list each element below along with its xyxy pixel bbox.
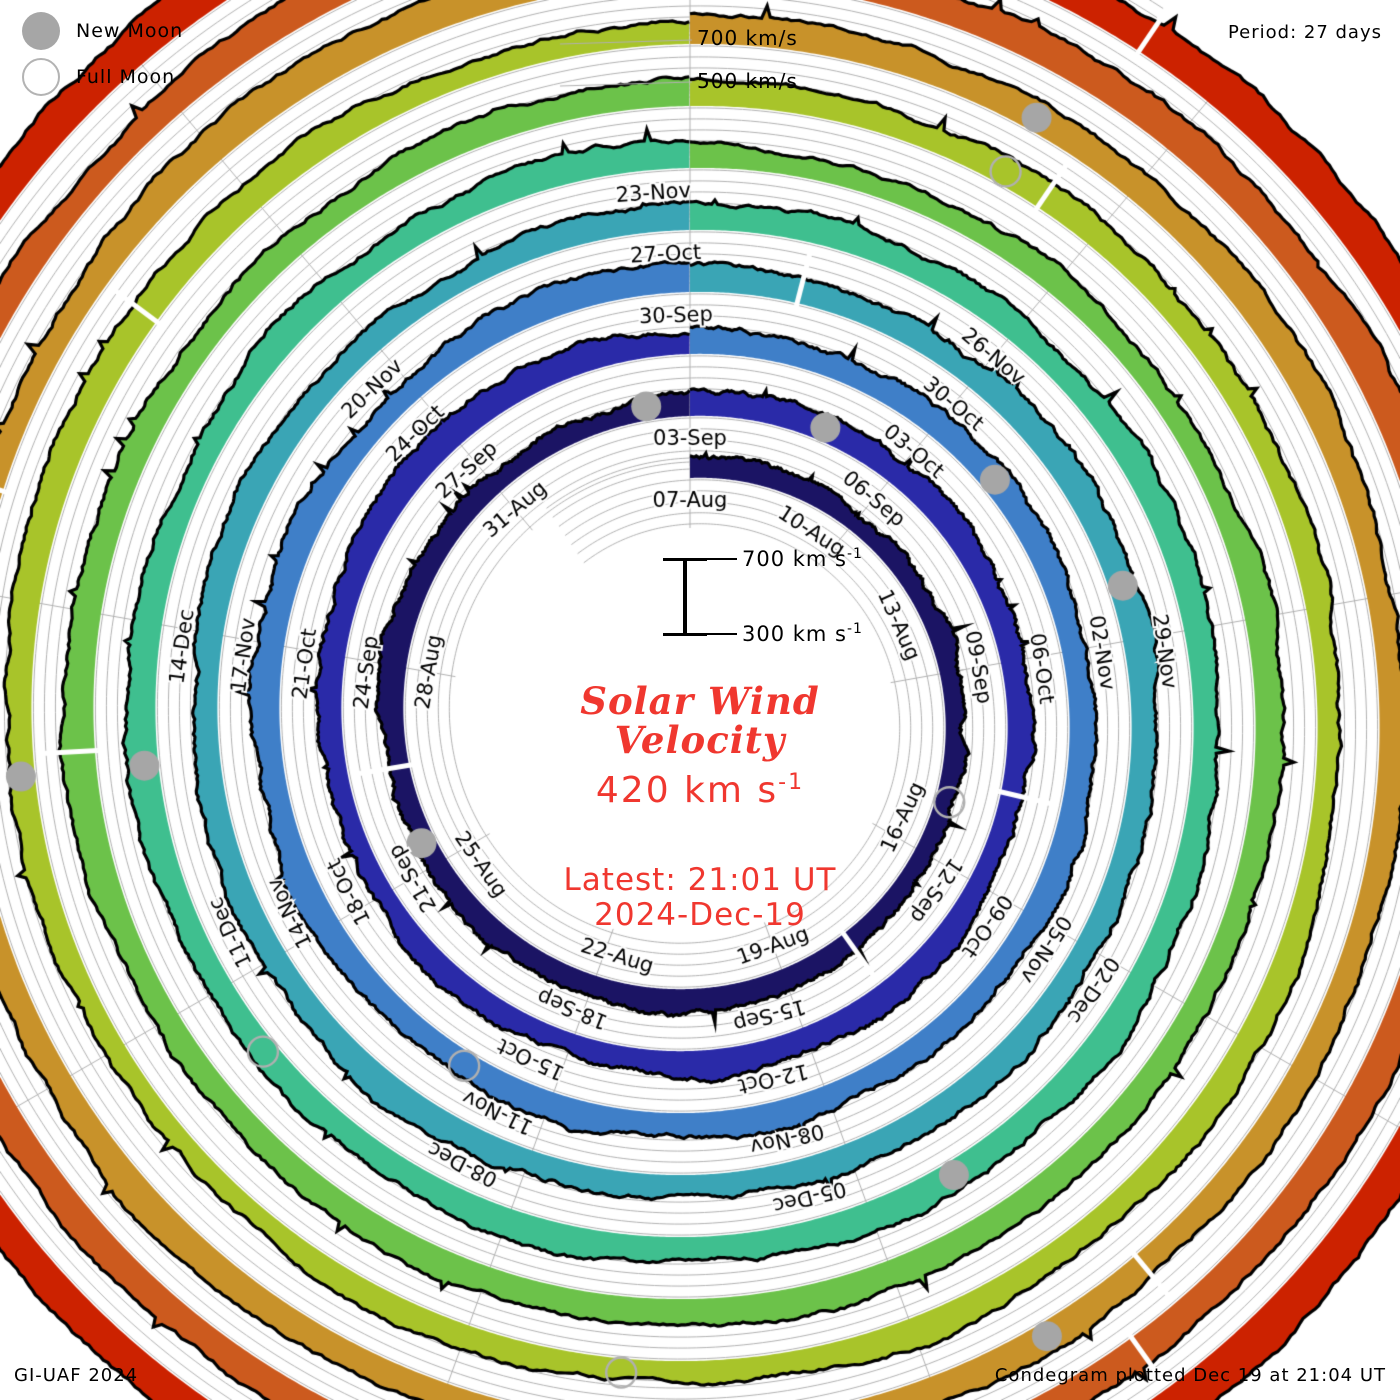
scale-bar-label-top-text: 700 km s [742,547,847,571]
scale-bar-cap-top [663,558,707,561]
new-moon-icon [22,12,60,50]
center-readout: 700 km s-1 300 km s-1 Solar Wind Velocit… [420,546,980,934]
legend-item-new-moon: New Moon [22,8,183,54]
scale-bar-cap-bottom [663,633,707,636]
scale-bar-label-top: 700 km s-1 [742,546,863,571]
latest-date: 2024-Dec-19 [594,897,806,934]
credit-left: GI-UAF 2024 [14,1365,139,1386]
scale-bar-label-bottom-exp: -1 [847,621,863,637]
scale-bar-label-bottom-text: 300 km s [742,622,847,646]
latest-time: Latest: 21:01 UT [563,861,837,898]
legend-label-new-moon: New Moon [76,20,184,42]
current-velocity-exp: -1 [778,769,805,795]
legend-label-full-moon: Full Moon [76,66,176,88]
moon-phase-legend: New Moon Full Moon [22,8,183,100]
scale-bar-label-top-exp: -1 [847,546,863,562]
legend-item-full-moon: Full Moon [22,54,183,100]
plot-title-line1: Solar Wind [580,679,820,723]
velocity-scale-bar: 700 km s-1 300 km s-1 [420,546,980,648]
scale-bar-line [683,560,687,636]
latest-timestamp: Latest: 21:01 UT 2024-Dec-19 [420,861,980,934]
scale-bar-label-bottom: 300 km s-1 [742,621,863,646]
full-moon-icon [22,58,60,96]
credit-right: Condegram plotted Dec 19 at 21:04 UT [994,1365,1386,1386]
scale-bar-tick-bottom [705,633,737,635]
current-velocity-value: 420 km s-1 [420,770,980,811]
scale-bar-tick-top [705,558,737,560]
radial-label-500: 500 km/s [697,69,798,93]
plot-title: Solar Wind Velocity [420,682,980,760]
current-velocity-number: 420 km s [595,769,779,811]
radial-label-700: 700 km/s [697,26,798,50]
period-note: Period: 27 days [1227,22,1382,43]
plot-title-line2: Velocity [614,717,786,762]
